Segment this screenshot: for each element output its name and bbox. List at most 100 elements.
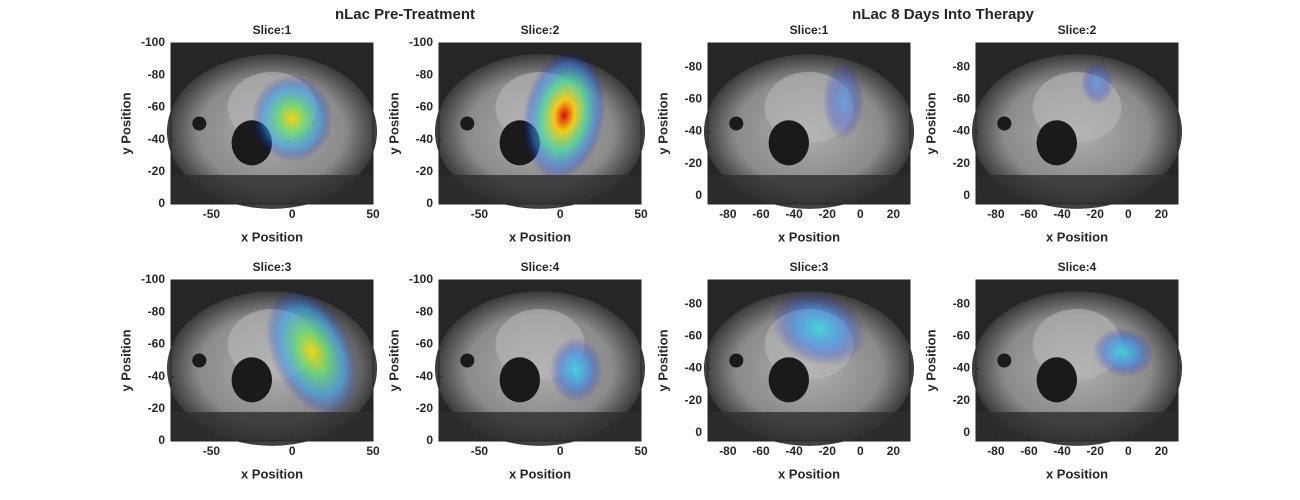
y-axis-label: y Position [655,92,670,154]
y-tick-label: -20 [416,401,434,415]
vessel [997,353,1012,368]
x-tick-label: -20 [1087,207,1105,221]
x-tick-label: -40 [785,444,803,458]
y-tick-label: -100 [409,35,433,49]
y-tick-label: -100 [409,272,433,286]
y-tick-label: -20 [685,393,703,407]
x-tick-label: 0 [1125,207,1132,221]
x-tick-label: 50 [366,207,380,221]
overlay [550,337,603,403]
vessel [192,353,207,368]
y-tick-label: -80 [148,304,166,318]
overlay [1093,328,1154,377]
axes-box [438,279,642,442]
axes-box [170,42,374,205]
x-tick-label: -20 [819,444,837,458]
x-tick-label: -40 [1053,444,1071,458]
y-tick-label: -60 [416,100,434,114]
overlay [251,75,333,163]
y-tick-label: 0 [695,188,702,202]
axes-box [707,42,911,205]
y-tick-label: -20 [953,156,971,170]
image [434,280,646,446]
x-tick-label: -20 [1087,444,1105,458]
y-tick-label: -60 [148,337,166,351]
x-tick-label: 20 [1155,207,1169,221]
lower-region [171,412,373,441]
y-tick-label: 0 [426,196,433,210]
y-axis-label: y Position [923,329,938,391]
x-axis-label: x Position [778,229,840,244]
image [971,280,1183,446]
x-tick-label: -60 [1020,207,1038,221]
vessel [192,116,207,131]
panel-title: Slice:4 [1058,260,1097,274]
y-tick-label: -40 [953,361,971,375]
lower-region [439,412,641,441]
y-tick-label: -40 [685,361,703,375]
y-tick-label: 0 [426,433,433,447]
y-tick-label: -20 [953,393,971,407]
x-axis-label: x Position [509,229,571,244]
lower-region [708,412,910,441]
y-tick-label: -80 [953,59,971,73]
x-axis-label: x Position [241,229,303,244]
y-tick-label: -20 [148,401,166,415]
y-tick-label: -40 [416,132,434,146]
x-tick-label: -50 [203,444,221,458]
y-tick-label: -20 [685,156,703,170]
lower-region [708,175,910,204]
y-tick-label: -40 [148,369,166,383]
y-tick-label: -80 [953,296,971,310]
panel-title: Slice:3 [253,260,292,274]
image [971,43,1183,209]
axes-box [438,42,642,205]
y-axis-label: y Position [118,92,133,154]
y-tick-label: -40 [416,369,434,383]
airway [231,357,272,403]
x-tick-label: 0 [557,444,564,458]
image [703,43,915,209]
overlay [265,288,359,417]
x-axis-label: x Position [241,466,303,481]
y-tick-label: -100 [141,272,165,286]
airway [1036,120,1078,166]
y-tick-label: -40 [148,132,166,146]
y-tick-label: -80 [148,67,166,81]
y-tick-label: -60 [953,92,971,106]
overlay [1081,62,1114,105]
airway [768,120,809,166]
overlay [522,51,606,180]
lower-region [171,175,373,204]
panel-title: Slice:1 [790,23,829,37]
y-tick-label: -20 [148,164,166,178]
lower-region [976,412,1178,441]
y-tick-label: 0 [963,425,970,439]
panel-title: Slice:1 [253,23,292,37]
y-axis-label: y Position [655,329,670,391]
panel-title: Slice:2 [521,23,560,37]
axes-box [975,42,1179,205]
panel-title: Slice:2 [1058,23,1097,37]
x-tick-label: 50 [366,444,380,458]
airway [768,357,809,403]
vessel [460,353,475,368]
panel-title: Slice:4 [521,260,560,274]
airway [1036,357,1078,403]
y-tick-label: -20 [416,164,434,178]
panel-title: Slice:3 [790,260,829,274]
y-tick-label: -40 [685,124,703,138]
y-tick-label: 0 [158,433,165,447]
image [703,280,915,446]
airway [499,357,540,403]
x-tick-label: 20 [887,444,901,458]
y-tick-label: -60 [685,92,703,106]
x-tick-label: -50 [471,207,489,221]
x-tick-label: -20 [819,207,837,221]
y-tick-label: -60 [148,100,166,114]
x-axis-label: x Position [1046,466,1108,481]
axes-box [707,279,911,442]
y-tick-label: 0 [158,196,165,210]
y-tick-label: -60 [953,329,971,343]
y-tick-label: -100 [141,35,165,49]
